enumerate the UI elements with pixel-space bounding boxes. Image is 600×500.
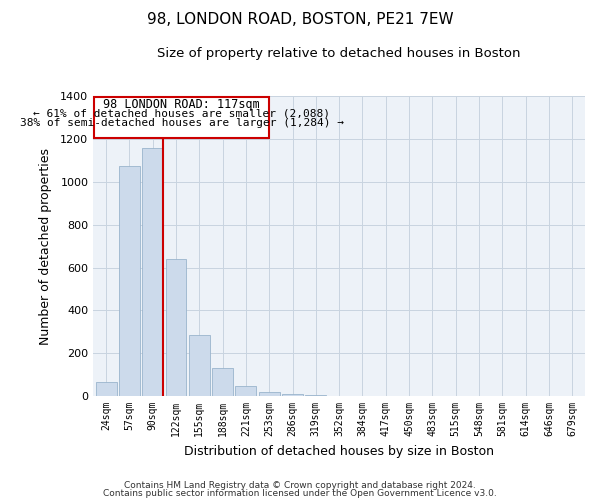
Bar [212, 368, 233, 396]
Bar [119, 166, 140, 396]
Bar [166, 259, 187, 396]
Bar [259, 392, 280, 396]
Text: Contains public sector information licensed under the Open Government Licence v3: Contains public sector information licen… [103, 488, 497, 498]
Text: 98 LONDON ROAD: 117sqm: 98 LONDON ROAD: 117sqm [103, 98, 260, 111]
Text: ← 61% of detached houses are smaller (2,088): ← 61% of detached houses are smaller (2,… [34, 108, 331, 118]
Title: Size of property relative to detached houses in Boston: Size of property relative to detached ho… [157, 48, 521, 60]
Bar [142, 148, 163, 396]
Bar [189, 335, 210, 396]
Bar [235, 386, 256, 396]
Bar [282, 394, 303, 396]
X-axis label: Distribution of detached houses by size in Boston: Distribution of detached houses by size … [184, 444, 494, 458]
Text: 98, LONDON ROAD, BOSTON, PE21 7EW: 98, LONDON ROAD, BOSTON, PE21 7EW [146, 12, 454, 28]
Text: 38% of semi-detached houses are larger (1,284) →: 38% of semi-detached houses are larger (… [20, 118, 344, 128]
Bar [95, 382, 116, 396]
Y-axis label: Number of detached properties: Number of detached properties [39, 148, 52, 344]
Text: Contains HM Land Registry data © Crown copyright and database right 2024.: Contains HM Land Registry data © Crown c… [124, 481, 476, 490]
FancyBboxPatch shape [94, 98, 269, 138]
